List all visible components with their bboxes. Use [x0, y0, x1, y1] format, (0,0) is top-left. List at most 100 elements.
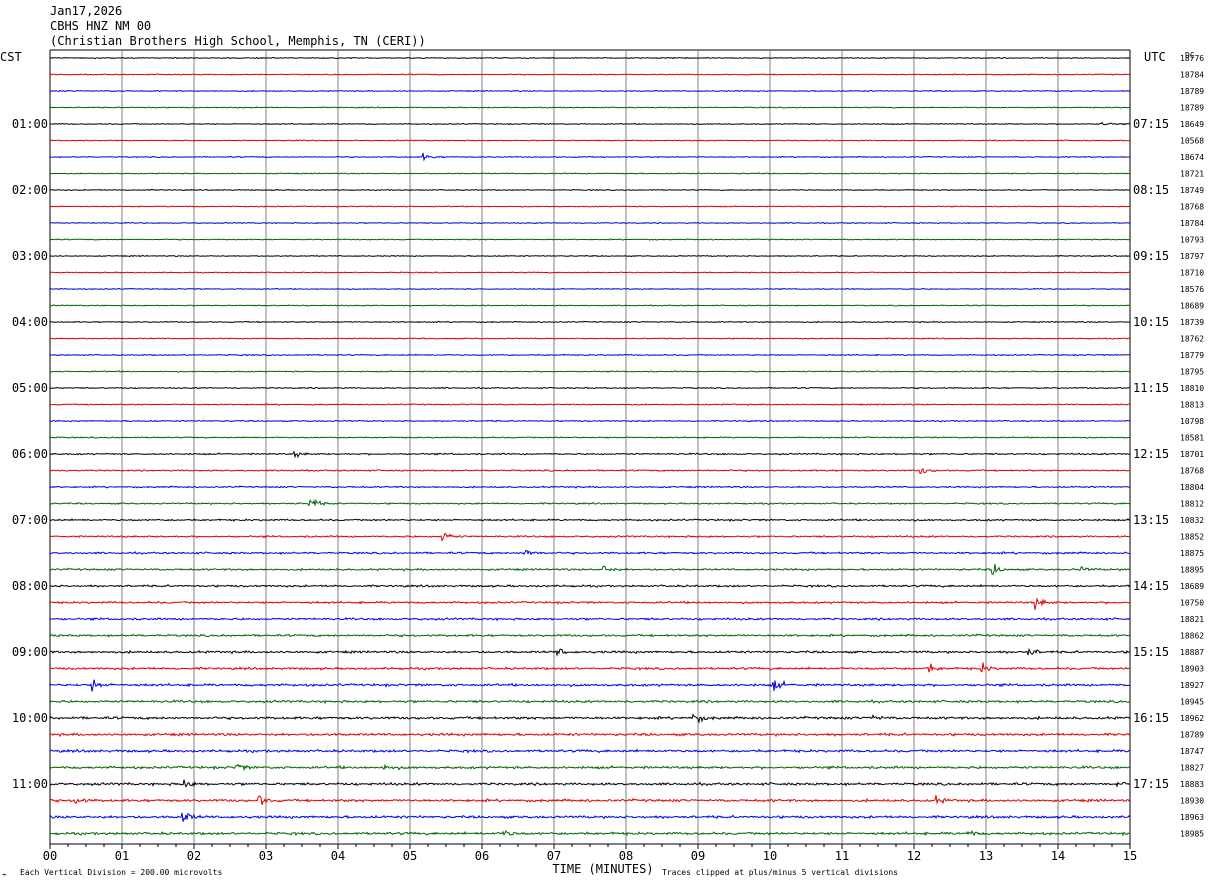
- trace-42: [49, 748, 1131, 754]
- x-tick-label: 04: [331, 849, 345, 863]
- cst-hour-label: 09:00: [12, 645, 48, 659]
- trace-28: [49, 517, 1131, 523]
- trace-36: [49, 647, 1131, 657]
- dc-offset-label: 18789: [1180, 87, 1204, 96]
- x-tick-label: 03: [259, 849, 273, 863]
- trace-3: [49, 106, 1131, 109]
- scale-note: Each Vertical Division = 200.00 microvol…: [20, 868, 222, 877]
- dc-offset-label: 18887: [1180, 648, 1204, 657]
- trace-37: [49, 662, 1131, 673]
- cst-hour-label: 05:00: [12, 381, 48, 395]
- dc-offset-label: 18776: [1180, 54, 1204, 63]
- trace-4: [49, 121, 1131, 126]
- utc-hour-label: 16:15: [1133, 711, 1169, 725]
- x-axis-title: TIME (MINUTES): [552, 862, 653, 876]
- trace-7: [49, 172, 1131, 175]
- trace-44: [49, 779, 1131, 788]
- dc-offset-label: 10568: [1180, 137, 1204, 146]
- dc-offset-label: 18895: [1180, 566, 1204, 575]
- trace-12: [49, 254, 1131, 258]
- header-location: (Christian Brothers High School, Memphis…: [50, 34, 426, 48]
- x-tick-label: 13: [979, 849, 993, 863]
- dc-offset-label: 18804: [1180, 483, 1204, 492]
- x-tick-label: 07: [547, 849, 561, 863]
- dc-offset-label: 18768: [1180, 467, 1204, 476]
- dc-offset-label: 18739: [1180, 318, 1204, 327]
- dc-offset-label: 18689: [1180, 582, 1204, 591]
- dc-header-label: DC: [1185, 51, 1195, 60]
- dc-offset-label: 18784: [1180, 71, 1204, 80]
- dc-offset-label: 18749: [1180, 186, 1204, 195]
- cst-axis-label: CST: [0, 50, 22, 64]
- dc-offset-label: 18927: [1180, 681, 1204, 690]
- dc-offset-label: 18821: [1180, 615, 1204, 624]
- seismic-traces: [49, 56, 1131, 837]
- header-station: CBHS HNZ NM 00: [50, 19, 152, 33]
- dc-offset-label: 18784: [1180, 219, 1204, 228]
- dc-offset-label: 18649: [1180, 120, 1204, 129]
- dc-offset-label: 18581: [1180, 434, 1204, 443]
- utc-hour-label: 17:15: [1133, 777, 1169, 791]
- dc-offset-label: 18779: [1180, 351, 1204, 360]
- dc-offset-label: 18768: [1180, 203, 1204, 212]
- trace-23: [49, 436, 1131, 440]
- dc-offset-label: 18883: [1180, 780, 1204, 789]
- cst-hour-label: 10:00: [12, 711, 48, 725]
- header-date: Jan17,2026: [50, 4, 123, 18]
- dc-offset-label: 18789: [1180, 731, 1204, 740]
- dc-offset-label: 18963: [1180, 813, 1204, 822]
- footer-marker: ⌁: [2, 870, 7, 879]
- dc-offset-label: 18810: [1180, 384, 1204, 393]
- dc-offset-label: 18862: [1180, 632, 1204, 641]
- trace-26: [49, 485, 1131, 489]
- trace-25: [49, 468, 1131, 474]
- dc-offset-label: 18797: [1180, 252, 1204, 261]
- dc-offset-label: 18962: [1180, 714, 1204, 723]
- trace-15: [49, 304, 1131, 307]
- trace-24: [49, 450, 1131, 459]
- utc-hour-label: 09:15: [1133, 249, 1169, 263]
- cst-hour-label: 06:00: [12, 447, 48, 461]
- x-tick-label: 06: [475, 849, 489, 863]
- x-tick-label: 05: [403, 849, 417, 863]
- trace-11: [49, 238, 1130, 241]
- dc-offset-label: 10832: [1180, 516, 1204, 525]
- trace-32: [49, 583, 1131, 589]
- trace-27: [49, 498, 1131, 507]
- trace-14: [49, 287, 1131, 291]
- cst-hour-label: 07:00: [12, 513, 48, 527]
- trace-43: [49, 763, 1131, 772]
- dc-offset-label: 18852: [1180, 533, 1204, 542]
- trace-18: [49, 353, 1131, 357]
- utc-hour-label: 10:15: [1133, 315, 1169, 329]
- dc-offset-label: 18903: [1180, 665, 1204, 674]
- trace-10: [49, 221, 1131, 225]
- trace-31: [49, 563, 1131, 576]
- x-tick-label: 12: [907, 849, 921, 863]
- trace-39: [49, 699, 1131, 705]
- dc-offset-label: 18985: [1180, 830, 1204, 839]
- x-tick-label: 09: [691, 849, 705, 863]
- trace-20: [49, 386, 1131, 390]
- cst-hour-label: 03:00: [12, 249, 48, 263]
- trace-9: [49, 205, 1131, 208]
- dc-offset-label: 10793: [1180, 236, 1204, 245]
- trace-0: [49, 56, 1131, 60]
- dc-offset-label: 18875: [1180, 549, 1204, 558]
- dc-offset-label: 18721: [1180, 170, 1204, 179]
- x-tick-label: 11: [835, 849, 849, 863]
- dc-offset-label: 18813: [1180, 401, 1204, 410]
- cst-hour-label: 11:00: [12, 777, 48, 791]
- dc-offset-label: 18710: [1180, 269, 1204, 278]
- trace-6: [49, 152, 1131, 162]
- axis-labels: 00 01 02 03 04 05 06 07 08 09 10 11 12 13 14 15 18776 187…: [0, 50, 1204, 879]
- dc-offset-label: 10798: [1180, 417, 1204, 426]
- trace-19: [49, 370, 1131, 373]
- cst-hour-label: 01:00: [12, 117, 48, 131]
- trace-2: [49, 89, 1131, 93]
- trace-21: [49, 403, 1131, 406]
- trace-13: [49, 271, 1131, 274]
- clip-note: Traces clipped at plus/minus 5 vertical …: [662, 868, 898, 877]
- utc-hour-label: 15:15: [1133, 645, 1169, 659]
